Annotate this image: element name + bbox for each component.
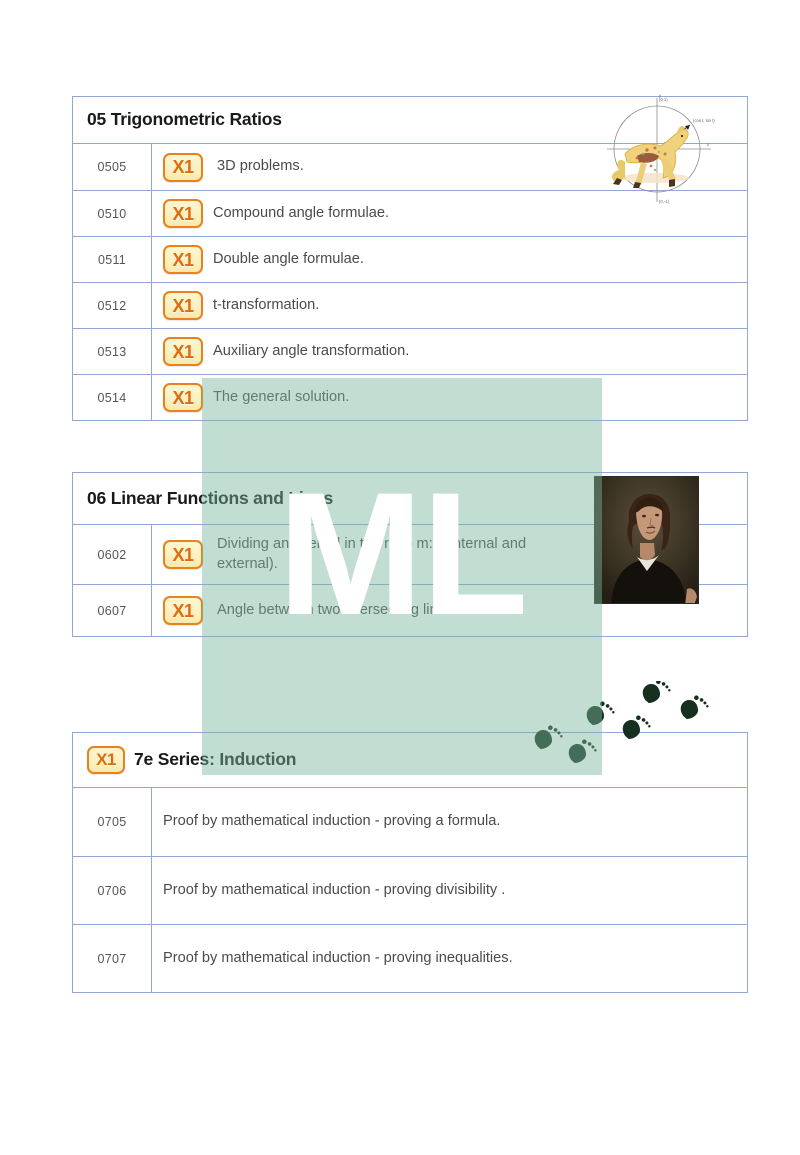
row-code: 0505 [73, 144, 152, 190]
row-code: 0706 [73, 857, 152, 924]
row-text: Angle between two intersecting lines. [217, 601, 458, 618]
row-code: 0513 [73, 329, 152, 374]
row-code: 0705 [73, 788, 152, 856]
row-text: Auxiliary angle transformation. [213, 342, 410, 359]
x1-badge[interactable]: X1 [163, 540, 203, 569]
section-table-05: 05 Trigonometric Ratios (0,1) (0,-1) [72, 93, 748, 421]
unit-circle-diagram: (0,1) (0,-1) (cos t, sin t) x y [607, 93, 715, 204]
row-description: Proof by mathematical induction - provin… [152, 925, 747, 992]
x1-badge[interactable]: X1 [163, 199, 203, 228]
section-title: 06 Linear Functions and Lines [87, 487, 334, 508]
row-text: Dividing an interval in the ratio m:n (i… [217, 536, 527, 572]
row-text: Proof by mathematical induction - provin… [163, 813, 501, 830]
carousel-horse-unit-circle-image: (0,1) (0,-1) (cos t, sin t) x y [589, 90, 739, 208]
table-row: 0513 X1 Auxiliary angle transformation. [73, 328, 747, 374]
row-code: 0607 [73, 585, 152, 636]
row-description: X1 Dividing an interval in the ratio m:n… [152, 525, 747, 584]
section-title: 05 Trigonometric Ratios [87, 109, 282, 129]
x1-badge[interactable]: X1 [163, 245, 203, 274]
svg-text:x: x [707, 142, 710, 147]
x1-badge[interactable]: X1 [163, 337, 203, 366]
row-code: 0707 [73, 925, 152, 992]
table-row: 0512 X1 t-transformation. [73, 282, 747, 328]
descartes-portrait-image [594, 476, 699, 604]
x1-badge[interactable]: X1 [163, 152, 203, 182]
table-row: 0511 X1 Double angle formulae. [73, 236, 747, 282]
row-text: Compound angle formulae. [213, 204, 390, 221]
row-description: X1 Angle between two intersecting lines. [152, 585, 747, 636]
portrait-figure [595, 477, 698, 603]
row-text: Double angle formulae. [213, 250, 364, 267]
x1-badge[interactable]: X1 [163, 596, 203, 625]
footprints-image [528, 679, 743, 776]
row-description: Proof by mathematical induction - provin… [152, 857, 747, 924]
row-description: X1 Double angle formulae. [152, 237, 747, 282]
row-description: X1 The general solution. [152, 375, 747, 420]
section-header-06: 06 Linear Functions and Lines [73, 473, 747, 604]
row-text: Proof by mathematical induction - provin… [163, 949, 513, 966]
svg-text:(0,1): (0,1) [659, 97, 668, 102]
footprints-figure [534, 679, 709, 763]
row-code: 0510 [73, 191, 152, 236]
x1-badge[interactable]: X1 [163, 383, 203, 412]
svg-text:y: y [659, 93, 662, 98]
section-table-06: 06 Linear Functions and Lines [72, 472, 748, 637]
svg-text:(0,-1): (0,-1) [659, 199, 670, 204]
table-row: 0505 X1 3D problems. [73, 144, 747, 190]
x1-badge[interactable]: X1 [87, 745, 125, 774]
table-row: 0706 Proof by mathematical induction - p… [73, 856, 747, 924]
table-row: 0510 X1 Compound angle formulae. [73, 190, 747, 236]
row-description: X1 3D problems. [152, 144, 747, 190]
row-text: 3D problems. [217, 158, 304, 175]
row-description: X1 t-transformation. [152, 283, 747, 328]
row-code: 0514 [73, 375, 152, 420]
section-table-7e: X1 7e Series: Induction [72, 679, 748, 993]
svg-text:(cos t, sin t): (cos t, sin t) [693, 118, 715, 123]
section-header-05: 05 Trigonometric Ratios (0,1) (0,-1) [73, 93, 747, 204]
table-row: 0602 X1 Dividing an interval in the rati… [73, 525, 747, 584]
row-description: X1 Compound angle formulae. [152, 191, 747, 236]
row-code: 0512 [73, 283, 152, 328]
row-description: Proof by mathematical induction - provin… [152, 788, 747, 856]
section-title: 7e Series: Induction [134, 749, 297, 769]
row-text: Proof by mathematical induction - provin… [163, 881, 506, 898]
row-code: 0602 [73, 525, 152, 584]
table-row: 0707 Proof by mathematical induction - p… [73, 924, 747, 992]
row-text: The general solution. [213, 388, 350, 405]
row-code: 0511 [73, 237, 152, 282]
table-row: 0514 X1 The general solution. [73, 374, 747, 420]
x1-badge[interactable]: X1 [163, 291, 203, 320]
section-header-7e: X1 7e Series: Induction [73, 679, 747, 788]
row-description: X1 Auxiliary angle transformation. [152, 329, 747, 374]
carousel-horse-figure [611, 125, 689, 188]
table-row: 0705 Proof by mathematical induction - p… [73, 788, 747, 856]
row-text: t-transformation. [213, 296, 320, 313]
table-row: 0607 X1 Angle between two intersecting l… [73, 584, 747, 636]
